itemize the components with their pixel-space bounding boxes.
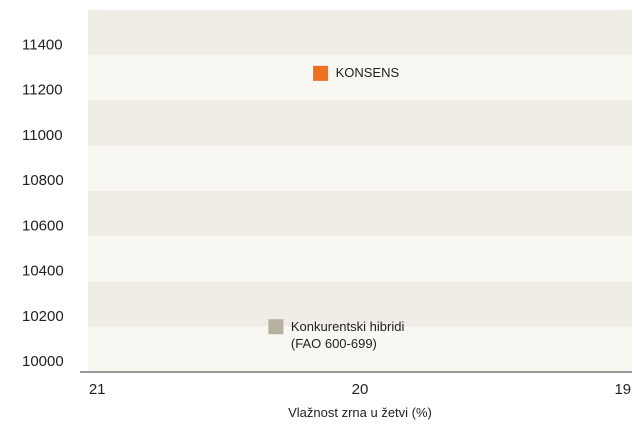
scatter-point [313,65,329,81]
grid-band [88,326,632,372]
y-tick-label: 10400 [22,263,64,280]
y-tick-label: 10200 [22,308,64,325]
y-tick-label: 10800 [22,172,64,189]
x-tick-label: 19 [614,381,631,398]
point-label: Konkurentski hibridi (FAO 600-699) [290,318,405,351]
grid-band [88,55,632,101]
x-axis-label: Vlažnost zrna u žetvi (%) [288,405,432,420]
point-label: KONSENS [335,65,400,81]
grid-band [88,191,632,237]
grid-band [88,281,632,327]
scatter-point [268,319,284,335]
y-tick-label: 11000 [22,127,63,144]
y-tick-label: 10000 [22,353,64,370]
grid-band [88,145,632,191]
x-tick-label: 21 [89,381,106,398]
grid-band [88,10,632,56]
y-tick-label: 11200 [22,82,63,99]
grid-band [88,100,632,146]
y-tick-label: 11400 [22,36,63,53]
y-tick-label: 10600 [22,217,64,234]
x-tick-label: 20 [352,381,369,398]
grid-band [88,236,632,282]
